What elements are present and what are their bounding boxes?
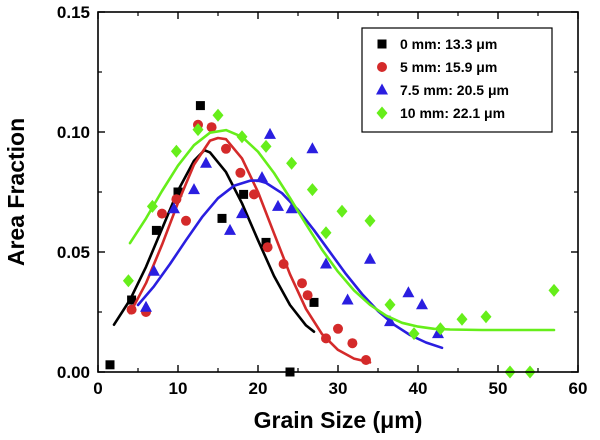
data-point [341, 293, 354, 305]
data-point [200, 156, 212, 168]
data-point [456, 312, 468, 326]
x-tick-label: 40 [409, 379, 428, 398]
data-point [260, 139, 272, 153]
data-point [336, 204, 348, 218]
data-point [321, 333, 331, 344]
legend-label: 5 mm: 15.9 μm [400, 59, 497, 75]
data-point [217, 213, 227, 223]
x-tick-label: 20 [249, 379, 268, 398]
data-point [264, 127, 276, 139]
data-point [278, 259, 289, 269]
data-point [302, 290, 313, 301]
data-point [361, 355, 371, 365]
series-layer [105, 101, 560, 379]
data-point [195, 101, 205, 111]
data-point [364, 252, 376, 264]
data-point [416, 298, 428, 310]
data-point [272, 199, 284, 211]
data-point [122, 274, 134, 288]
data-point [105, 360, 115, 370]
legend-box [361, 27, 553, 133]
x-tick-label: 60 [569, 379, 588, 398]
legend-label: 0 mm: 13.3 μm [400, 36, 497, 52]
data-point [249, 189, 259, 200]
y-tick-label: 0.15 [57, 3, 90, 22]
data-point [432, 327, 444, 339]
data-point [480, 310, 492, 324]
legend: 0 mm: 13.3 μm 5 mm: 15.9 μm 7.5 mm: 20.5 μ… [361, 27, 553, 133]
series-2 [136, 127, 444, 350]
data-point [286, 156, 298, 170]
data-point [364, 214, 376, 228]
data-point [206, 122, 217, 133]
data-point [224, 223, 236, 235]
y-tick-label: 0.00 [57, 363, 90, 382]
data-point [140, 300, 152, 312]
data-point [221, 143, 231, 154]
data-point [157, 208, 167, 219]
legend-label: 10 mm: 22.1 μm [400, 105, 505, 121]
data-point [333, 323, 343, 334]
data-point [256, 171, 268, 183]
y-tick-label: 0.05 [57, 243, 90, 262]
data-point [548, 283, 560, 297]
data-point [434, 322, 446, 336]
data-point [146, 199, 158, 213]
legend-label: 7.5 mm: 20.5 μm [400, 82, 509, 98]
data-point [126, 304, 137, 315]
x-tick-label: 0 [93, 379, 102, 398]
x-tick-label: 30 [329, 379, 348, 398]
x-tick-label: 50 [489, 379, 508, 398]
data-point [384, 315, 396, 327]
data-point [402, 286, 415, 298]
data-point [408, 327, 420, 341]
data-point [170, 144, 182, 158]
legend-marker [377, 62, 387, 72]
data-point [262, 242, 273, 253]
legend-marker [376, 83, 388, 95]
data-point [127, 295, 137, 305]
data-point [148, 264, 160, 276]
series-0 [105, 101, 319, 377]
data-point [236, 207, 248, 219]
series-3 [122, 108, 560, 379]
fit-curve [112, 148, 316, 333]
data-point [168, 202, 180, 214]
data-point [320, 226, 332, 240]
data-point [261, 237, 271, 247]
data-point [306, 142, 319, 154]
legend-marker [376, 106, 388, 120]
legend-marker [377, 39, 387, 49]
data-point [347, 338, 358, 349]
data-point [171, 194, 182, 205]
data-point [235, 167, 246, 178]
data-point [239, 189, 249, 199]
data-point [285, 202, 298, 214]
y-axis-title: Area Fraction [3, 118, 29, 266]
x-axis-title: Grain Size (μm) [254, 407, 423, 433]
data-point [188, 183, 200, 195]
data-point [181, 215, 191, 226]
data-point [236, 130, 248, 144]
data-point [297, 278, 307, 289]
data-point [212, 108, 224, 122]
x-tick-label: 10 [169, 379, 188, 398]
data-point [151, 225, 161, 235]
data-point [192, 123, 204, 137]
series-1 [126, 119, 372, 365]
data-point [384, 298, 396, 312]
y-tick-label: 0.10 [57, 123, 90, 142]
data-point [320, 257, 332, 269]
data-point [306, 183, 318, 197]
data-point [309, 297, 319, 307]
data-point [173, 187, 183, 197]
axes-layer: 0 10 20 30 40 50 60 0.00 0.05 0.10 0.15 [57, 3, 588, 398]
